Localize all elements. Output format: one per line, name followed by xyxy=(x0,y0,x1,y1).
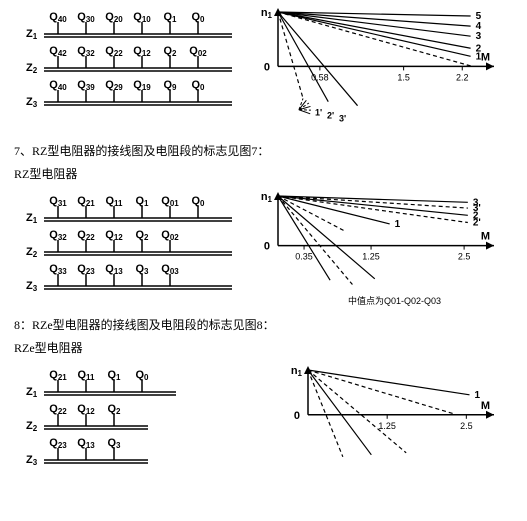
svg-text:Q32: Q32 xyxy=(77,45,95,58)
svg-text:Q30: Q30 xyxy=(77,11,95,24)
svg-text:Q0: Q0 xyxy=(191,79,205,92)
svg-text:2': 2' xyxy=(327,111,334,121)
svg-text:Q32: Q32 xyxy=(49,229,67,242)
svg-text:Q19: Q19 xyxy=(133,79,151,92)
diagram-2: Mn100.351.252.53213'2'中值点为Q01-Q02-Q03 xyxy=(244,188,504,308)
terminal-block-2: Z1 Q31 Q21 Q11 Q1 Q01 Q0 Z2 Q32 Q22 Q12 Q2 Q02 Z3 Q33 Q… xyxy=(14,188,244,304)
svg-text:Q20: Q20 xyxy=(105,11,123,24)
svg-text:Q12: Q12 xyxy=(105,229,123,242)
svg-text:Q33: Q33 xyxy=(49,263,67,276)
svg-text:Q02: Q02 xyxy=(189,45,207,58)
svg-text:Z3: Z3 xyxy=(26,280,38,293)
svg-text:Q21: Q21 xyxy=(77,195,95,208)
caption-7: 7、RZ型电阻器的接线图及电阻段的标志见图7： xyxy=(14,142,513,159)
svg-text:Q0: Q0 xyxy=(191,195,205,208)
svg-text:Z1: Z1 xyxy=(26,28,38,41)
svg-text:Q22: Q22 xyxy=(49,403,67,416)
svg-text:Q2: Q2 xyxy=(163,45,177,58)
svg-text:Q0: Q0 xyxy=(135,369,149,382)
svg-text:Q0: Q0 xyxy=(191,11,205,24)
svg-text:Q12: Q12 xyxy=(133,45,151,58)
svg-text:Q13: Q13 xyxy=(105,263,123,276)
svg-text:3': 3' xyxy=(473,203,481,214)
svg-text:2.5: 2.5 xyxy=(460,421,473,431)
svg-text:Q29: Q29 xyxy=(105,79,123,92)
svg-text:Q11: Q11 xyxy=(77,369,95,382)
svg-text:M: M xyxy=(481,51,490,63)
terminal-block-1: Z1 Q40 Q30 Q20 Q10 Q1 Q0 Z2 Q42 Q32 Q22 Q12 Q2 Q02 Z3 Q… xyxy=(14,4,244,120)
title-7: RZ型电阻器 xyxy=(14,165,513,182)
svg-text:Q12: Q12 xyxy=(77,403,95,416)
svg-text:Q3: Q3 xyxy=(107,437,121,450)
svg-text:Z2: Z2 xyxy=(26,420,38,433)
svg-text:3: 3 xyxy=(476,31,482,42)
svg-text:Q2: Q2 xyxy=(107,403,121,416)
svg-text:Z3: Z3 xyxy=(26,96,38,109)
svg-text:中值点为Q01-Q02-Q03: 中值点为Q01-Q02-Q03 xyxy=(348,295,441,306)
svg-text:M: M xyxy=(481,231,490,243)
svg-text:2.5: 2.5 xyxy=(458,252,471,262)
svg-text:Q23: Q23 xyxy=(77,263,95,276)
caption-8: 8：RZe型电阻器的接线图及电阻段的标志见图8： xyxy=(14,316,513,333)
svg-text:Z2: Z2 xyxy=(26,62,38,75)
svg-text:Z2: Z2 xyxy=(26,246,38,259)
svg-text:0: 0 xyxy=(264,61,270,73)
svg-text:1: 1 xyxy=(395,219,401,230)
svg-text:1.25: 1.25 xyxy=(378,421,396,431)
svg-text:n1: n1 xyxy=(291,365,303,378)
svg-text:Q03: Q03 xyxy=(161,263,179,276)
svg-text:Q31: Q31 xyxy=(49,195,67,208)
svg-text:Q21: Q21 xyxy=(49,369,67,382)
svg-text:1: 1 xyxy=(475,390,481,401)
svg-text:Q22: Q22 xyxy=(77,229,95,242)
svg-text:n1: n1 xyxy=(261,191,273,204)
svg-text:Q23: Q23 xyxy=(49,437,67,450)
svg-text:Q9: Q9 xyxy=(163,79,177,92)
svg-text:Q13: Q13 xyxy=(77,437,95,450)
svg-text:Q40: Q40 xyxy=(49,79,67,92)
svg-text:Q40: Q40 xyxy=(49,11,67,24)
svg-text:Q39: Q39 xyxy=(77,79,95,92)
title-8: RZe型电阻器 xyxy=(14,339,513,356)
svg-text:Q1: Q1 xyxy=(107,369,121,382)
svg-text:Q22: Q22 xyxy=(105,45,123,58)
svg-text:1.25: 1.25 xyxy=(362,252,380,262)
svg-text:Q3: Q3 xyxy=(135,263,149,276)
svg-text:n1: n1 xyxy=(261,7,273,20)
terminal-block-3: Z1 Q21 Q11 Q1 Q0 Z2 Q22 Q12 Q2 Z3 Q23 Q13 Q3 xyxy=(14,362,244,478)
diagram-3: Mn1 0 1.25 2.5 1 xyxy=(274,362,504,472)
svg-text:Q1: Q1 xyxy=(163,11,177,24)
svg-text:0: 0 xyxy=(264,241,270,253)
svg-text:Q42: Q42 xyxy=(49,45,67,58)
svg-text:Q2: Q2 xyxy=(135,229,149,242)
svg-text:1: 1 xyxy=(476,51,482,62)
svg-text:Z1: Z1 xyxy=(26,212,38,225)
svg-text:Q02: Q02 xyxy=(161,229,179,242)
svg-text:Q11: Q11 xyxy=(105,195,123,208)
diagram-1: Mn100.581.52.2543211'2'3' xyxy=(244,4,504,134)
svg-text:Q01: Q01 xyxy=(161,195,179,208)
svg-text:Z1: Z1 xyxy=(26,386,38,399)
svg-text:3': 3' xyxy=(339,114,346,124)
svg-text:2.2: 2.2 xyxy=(456,72,469,82)
svg-text:Z3: Z3 xyxy=(26,454,38,467)
svg-text:0: 0 xyxy=(294,410,300,422)
svg-text:M: M xyxy=(481,400,490,412)
svg-text:2': 2' xyxy=(473,218,481,229)
svg-text:0.35: 0.35 xyxy=(295,252,313,262)
svg-text:1.5: 1.5 xyxy=(397,72,410,82)
svg-text:0.58: 0.58 xyxy=(311,72,329,82)
svg-text:1': 1' xyxy=(315,108,322,118)
svg-text:Q10: Q10 xyxy=(133,11,151,24)
svg-text:Q1: Q1 xyxy=(135,195,149,208)
